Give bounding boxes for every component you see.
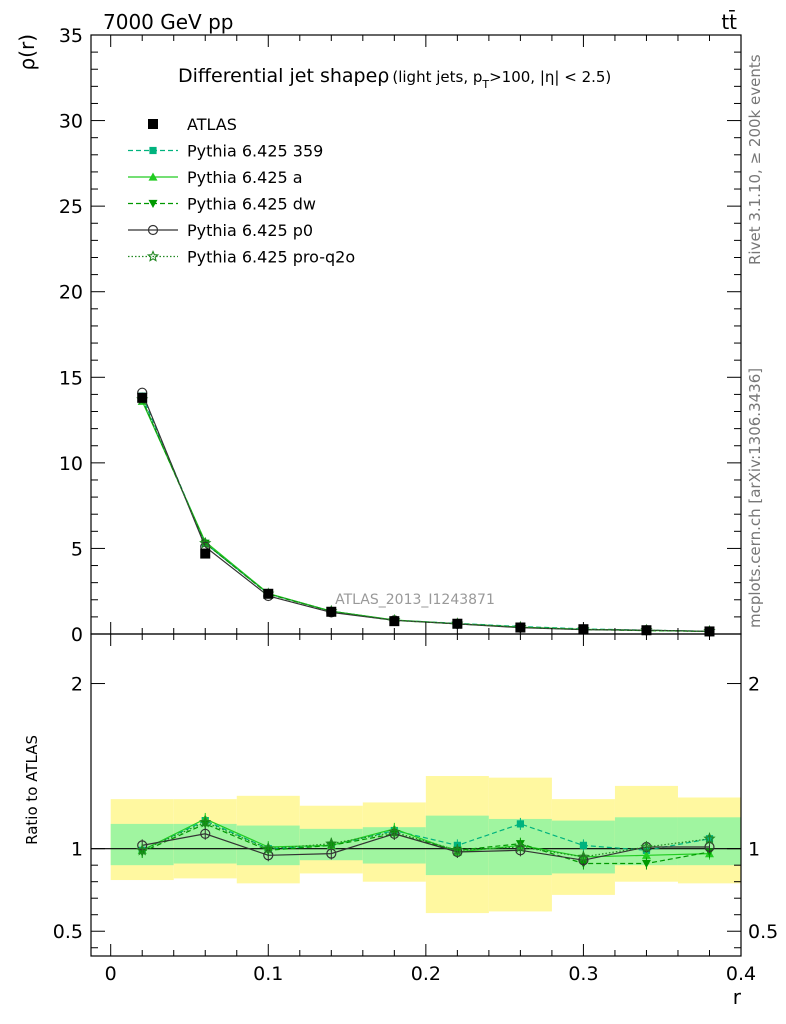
ratio-frame — [90, 633, 742, 957]
ratio-tick-label-right: 1 — [748, 839, 760, 861]
axes-layer: 0 0.1 0.2 0.3 0.4 0 5 10 15 20 25 30 35 0.5 0.5 1 1 2 2 — [53, 25, 778, 985]
series-point-ratio — [136, 843, 149, 856]
legend-label: ATLAS — [187, 115, 237, 134]
rivet-label: Rivet 3.1.10, ≥ 200k events — [746, 54, 764, 265]
legend-label: Pythia 6.425 a — [187, 168, 303, 187]
ratio-tick-label-left: 2 — [71, 674, 83, 696]
y-tick-label: 5 — [71, 538, 83, 560]
series-point-ratio — [703, 832, 716, 844]
series-point-ratio — [262, 842, 275, 854]
x-axis-label: r — [733, 985, 742, 1009]
series-point-ratio — [200, 828, 211, 839]
series-point-ratio — [325, 837, 338, 849]
series-point-ratio — [514, 840, 527, 853]
series-point-ratio — [641, 859, 651, 869]
y-tick-label: 30 — [59, 111, 83, 133]
series-point-ratio — [199, 815, 212, 828]
y-tick-label: 0 — [71, 624, 83, 646]
plot-title-sub-1: (light jets, p — [392, 68, 482, 86]
ratio-ylabel: Ratio to ATLAS — [23, 735, 41, 845]
ratio-tick-label-right: 0.5 — [748, 921, 778, 943]
series-point-ratio — [640, 840, 653, 853]
legend-marker — [147, 224, 159, 236]
legend-marker — [148, 199, 158, 208]
data-point — [452, 618, 463, 629]
x-tick-label: 0.1 — [253, 963, 283, 985]
series-line-ratio — [142, 833, 710, 861]
plot-title-sub-T: T — [481, 78, 489, 91]
ratio-tick-label-right: 2 — [748, 674, 760, 696]
series-point-main — [199, 536, 212, 549]
series-point-ratio — [641, 850, 651, 859]
plot-title-sub-2: >100, |η| < 2.5) — [489, 68, 611, 86]
legend-label: Pythia 6.425 dw — [187, 195, 316, 214]
x-tick-label: 0 — [105, 963, 117, 985]
data-point — [263, 588, 274, 599]
x-tick-label: 0.4 — [726, 963, 756, 985]
legend-marker — [148, 172, 158, 181]
data-point — [515, 622, 526, 633]
series-line-ratio — [141, 819, 710, 851]
ratio-bands-layer — [91, 776, 741, 914]
series-point-ratio — [516, 820, 524, 828]
legend-marker — [149, 146, 157, 155]
main-ylabel: ρ(r) — [15, 34, 39, 71]
legend-label: Pythia 6.425 p0 — [187, 221, 313, 240]
series-line-ratio — [141, 823, 710, 865]
plot-title-sub: (light jets, pT>100, |η| < 2.5) — [392, 68, 611, 91]
series-point-ratio — [451, 843, 464, 856]
energy-label: 7000 GeV pp — [103, 10, 234, 34]
ratio-tick-label-left: 1 — [71, 839, 83, 861]
ratio-tick-label-left: 0.5 — [53, 921, 83, 943]
mcplots-label: mcplots.cern.ch [arXiv:1306.3436] — [746, 368, 764, 628]
y-tick-label: 25 — [59, 196, 83, 218]
series-line-ratio — [141, 818, 710, 858]
plot-title-main: Differential jet shapeρ — [178, 65, 389, 87]
data-point — [200, 548, 211, 559]
y-tick-label: 20 — [59, 282, 83, 304]
y-tick-label: 35 — [59, 25, 83, 47]
x-tick-label: 0.3 — [568, 963, 598, 985]
legend-marker — [146, 250, 160, 262]
series-point-ratio — [388, 825, 401, 838]
legend-marker — [148, 119, 158, 129]
plot-title: Differential jet shapeρ (light jets, pT>1… — [178, 65, 611, 91]
legend-label: Pythia 6.425 359 — [187, 142, 323, 161]
analysis-label: ATLAS_2013_I1243871 — [335, 592, 495, 608]
legend: ATLAS Pythia 6.425 359 Pythia 6.425 a Pythi… — [128, 115, 355, 267]
data-point — [326, 606, 337, 617]
data-point — [389, 616, 400, 627]
x-tick-label: 0.2 — [411, 963, 441, 985]
y-tick-label: 15 — [59, 367, 83, 389]
process-label: tt̄ — [721, 9, 737, 34]
data-point — [137, 392, 148, 403]
series-point-ratio — [577, 850, 590, 863]
legend-label: Pythia 6.425 pro-q2o — [187, 248, 355, 267]
series-point-ratio — [579, 841, 588, 849]
y-tick-label: 10 — [59, 453, 83, 475]
series-line-main — [141, 399, 710, 632]
